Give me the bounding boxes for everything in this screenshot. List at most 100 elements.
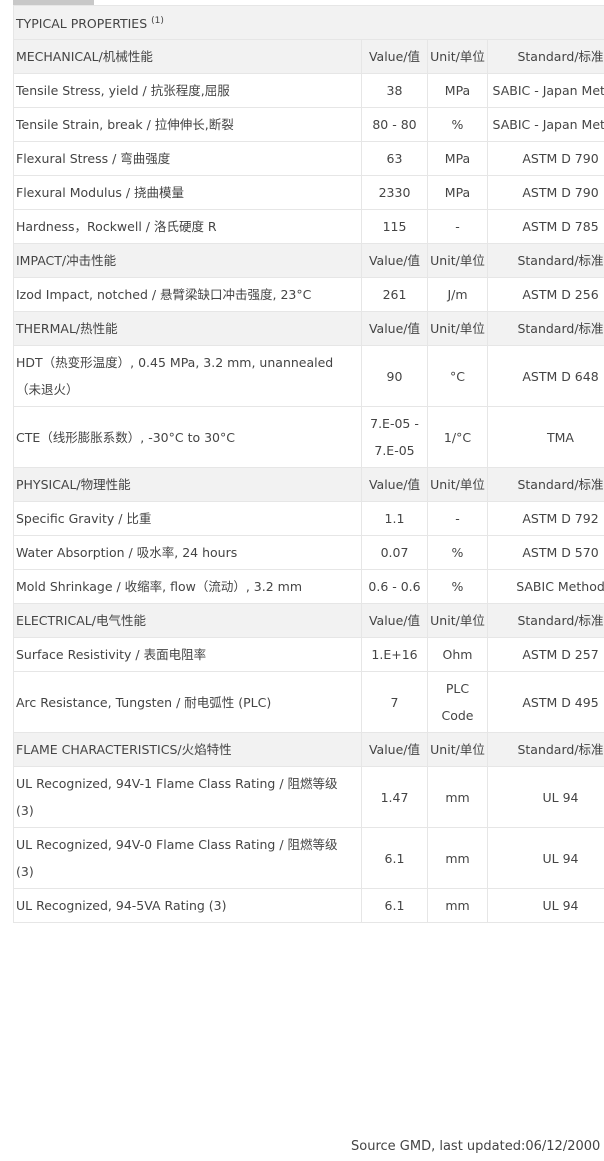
cell-value: 6.1 xyxy=(361,888,428,923)
header-value: Value/值 xyxy=(361,311,428,346)
table-row: HDT（热变形温度）, 0.45 MPa, 3.2 mm, unannealed… xyxy=(13,345,604,407)
cell-unit: - xyxy=(427,501,488,536)
table-row: CTE（线形膨胀系数）, -30°C to 30°C 7.E-05 - 7.E-0… xyxy=(13,406,604,468)
cell-unit: MPa xyxy=(427,73,488,108)
section-header-row: THERMAL/热性能 Value/值 Unit/单位 Standard/标准 xyxy=(13,311,604,346)
cell-value: 0.6 - 0.6 xyxy=(361,569,428,604)
section-header-row: ELECTRICAL/电气性能 Value/值 Unit/单位 Standard/标准 xyxy=(13,603,604,638)
cell-unit: % xyxy=(427,107,488,142)
cell-value: 1.1 xyxy=(361,501,428,536)
cell-unit: J/m xyxy=(427,277,488,312)
table-row: Water Absorption / 吸水率, 24 hours 0.07% AST… xyxy=(13,535,604,570)
cell-value: 80 - 80 xyxy=(361,107,428,142)
cell-unit: % xyxy=(427,535,488,570)
header-value: Value/值 xyxy=(361,243,428,278)
table-row: Flexural Stress / 弯曲强度 63 MPa ASTM D 790 xyxy=(13,141,604,176)
header-unit: Unit/单位 xyxy=(427,732,488,767)
cell-standard: ASTM D 790 xyxy=(487,141,604,176)
cell-value: 1.47 xyxy=(361,766,428,828)
cell-unit: PLC Code xyxy=(427,671,488,733)
cell-value: 7.E-05 - 7.E-05 xyxy=(361,406,428,468)
cell-standard: ASTM D 257 xyxy=(487,637,604,672)
source-footer: Source GMD, last updated:06/12/2000 xyxy=(351,1139,601,1154)
cell-value: 63 xyxy=(361,141,428,176)
cell-property: Hardness，Rockwell / 洛氏硬度 R xyxy=(13,209,362,244)
tab-indicator[interactable] xyxy=(13,0,94,5)
header-property: IMPACT/冲击性能 xyxy=(13,243,362,278)
cell-unit: mm xyxy=(427,766,488,828)
cell-property: Surface Resistivity / 表面电阻率 xyxy=(13,637,362,672)
cell-value: 2330 xyxy=(361,175,428,210)
cell-standard: ASTM D 792 xyxy=(487,501,604,536)
table-row: Hardness，Rockwell / 洛氏硬度 R 115- ASTM D 785 xyxy=(13,209,604,244)
cell-standard: ASTM D 785 xyxy=(487,209,604,244)
header-standard: Standard/标准 xyxy=(487,39,604,74)
cell-property: UL Recognized, 94V-1 Flame Class Rating … xyxy=(13,766,362,828)
table-row: Surface Resistivity / 表面电阻率 1.E+16 Ohm ASTM… xyxy=(13,637,604,672)
cell-standard: SABIC - Japan Method xyxy=(487,107,604,142)
cell-value: 6.1 xyxy=(361,827,428,889)
cell-standard: SABIC Method xyxy=(487,569,604,604)
cell-value: 261 xyxy=(361,277,428,312)
table-title: TYPICAL PROPERTIES (1) xyxy=(13,5,604,40)
cell-property: Tensile Stress, yield / 抗张程度,屈服 xyxy=(13,73,362,108)
table-row: UL Recognized, 94-5VA Rating (3) 6.1 mm UL … xyxy=(13,888,604,923)
table-title-row: TYPICAL PROPERTIES (1) xyxy=(13,5,604,40)
header-value: Value/值 xyxy=(361,39,428,74)
cell-value: 1.E+16 xyxy=(361,637,428,672)
cell-value: 115 xyxy=(361,209,428,244)
cell-unit: % xyxy=(427,569,488,604)
table-row: Izod Impact, notched / 悬臂梁缺口冲击强度, 23°C 26… xyxy=(13,277,604,312)
header-property: THERMAL/热性能 xyxy=(13,311,362,346)
table-row: Tensile Strain, break / 拉伸伸长,断裂 80 - 80% S… xyxy=(13,107,604,142)
table-row: Tensile Stress, yield / 抗张程度,屈服 38 MPa SABI… xyxy=(13,73,604,108)
header-property: ELECTRICAL/电气性能 xyxy=(13,603,362,638)
cell-unit: 1/°C xyxy=(427,406,488,468)
cell-unit: °C xyxy=(427,345,488,407)
header-value: Value/值 xyxy=(361,732,428,767)
header-standard: Standard/标准 xyxy=(487,311,604,346)
cell-property: Arc Resistance, Tungsten / 耐电弧性 (PLC) xyxy=(13,671,362,733)
cell-property: Flexural Modulus / 挠曲模量 xyxy=(13,175,362,210)
cell-unit: MPa xyxy=(427,141,488,176)
header-unit: Unit/单位 xyxy=(427,603,488,638)
header-unit: Unit/单位 xyxy=(427,467,488,502)
header-standard: Standard/标准 xyxy=(487,467,604,502)
title-footnote: (1) xyxy=(151,15,164,26)
table-row: Mold Shrinkage / 收缩率, flow（流动）, 3.2 mm 0.… xyxy=(13,569,604,604)
cell-property: Specific Gravity / 比重 xyxy=(13,501,362,536)
cell-property: Flexural Stress / 弯曲强度 xyxy=(13,141,362,176)
table-title-text: TYPICAL PROPERTIES xyxy=(16,16,148,32)
cell-value: 38 xyxy=(361,73,428,108)
cell-unit: mm xyxy=(427,888,488,923)
cell-standard: ASTM D 495 xyxy=(487,671,604,733)
cell-value: 7 xyxy=(361,671,428,733)
cell-property: Izod Impact, notched / 悬臂梁缺口冲击强度, 23°C xyxy=(13,277,362,312)
cell-property: Water Absorption / 吸水率, 24 hours xyxy=(13,535,362,570)
section-header-row: IMPACT/冲击性能 Value/值 Unit/单位 Standard/标准 xyxy=(13,243,604,278)
cell-property: CTE（线形膨胀系数）, -30°C to 30°C xyxy=(13,406,362,468)
section-header-row: MECHANICAL/机械性能 Value/值 Unit/单位 Standard/标准 xyxy=(13,39,604,74)
header-property: FLAME CHARACTERISTICS/火焰特性 xyxy=(13,732,362,767)
cell-standard: ASTM D 790 xyxy=(487,175,604,210)
table-row: UL Recognized, 94V-1 Flame Class Rating … xyxy=(13,766,604,828)
cell-property: Mold Shrinkage / 收缩率, flow（流动）, 3.2 mm xyxy=(13,569,362,604)
cell-standard: UL 94 xyxy=(487,766,604,828)
cell-standard: UL 94 xyxy=(487,827,604,889)
header-unit: Unit/单位 xyxy=(427,311,488,346)
header-value: Value/值 xyxy=(361,467,428,502)
header-value: Value/值 xyxy=(361,603,428,638)
cell-unit: mm xyxy=(427,827,488,889)
header-property: PHYSICAL/物理性能 xyxy=(13,467,362,502)
cell-property: UL Recognized, 94V-0 Flame Class Rating … xyxy=(13,827,362,889)
section-header-row: PHYSICAL/物理性能 Value/值 Unit/单位 Standard/标准 xyxy=(13,467,604,502)
table-row: Flexural Modulus / 挠曲模量 2330 MPa ASTM D 790 xyxy=(13,175,604,210)
header-property: MECHANICAL/机械性能 xyxy=(13,39,362,74)
cell-unit: MPa xyxy=(427,175,488,210)
cell-standard: UL 94 xyxy=(487,888,604,923)
table-row: Specific Gravity / 比重 1.1- ASTM D 792 xyxy=(13,501,604,536)
cell-standard: ASTM D 256 xyxy=(487,277,604,312)
table-row: Arc Resistance, Tungsten / 耐电弧性 (PLC) 7 PL… xyxy=(13,671,604,733)
header-unit: Unit/单位 xyxy=(427,39,488,74)
table-row: UL Recognized, 94V-0 Flame Class Rating … xyxy=(13,827,604,889)
